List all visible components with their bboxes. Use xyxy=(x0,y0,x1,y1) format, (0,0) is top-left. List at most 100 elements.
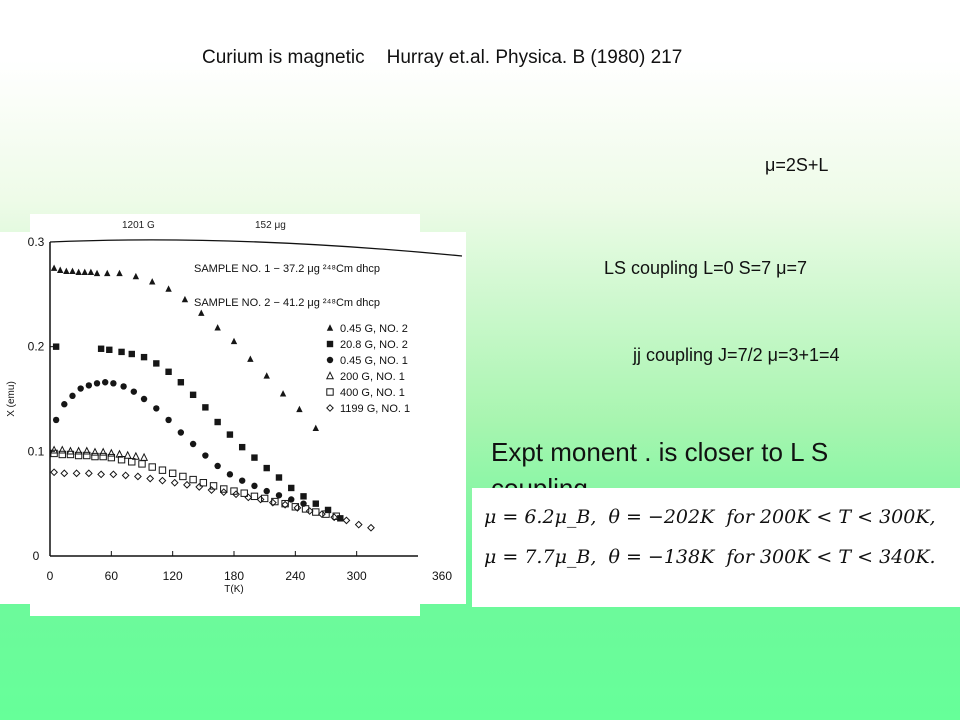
data-point xyxy=(165,368,172,375)
y-tick-label: 0.1 xyxy=(28,444,45,458)
title-left: Curium is magnetic xyxy=(202,47,365,68)
x-tick-label: 60 xyxy=(105,569,119,583)
data-point xyxy=(312,500,319,507)
data-point xyxy=(140,353,148,361)
legend-sample-2: SAMPLE NO. 2 − 41.2 μg ²⁴⁸Cm dhcp xyxy=(194,297,380,309)
slide-title: Curium is magnetic Hurray et.al. Physica.… xyxy=(202,47,682,69)
data-point xyxy=(183,480,191,489)
data-point xyxy=(128,350,135,358)
data-point xyxy=(123,450,132,459)
data-point xyxy=(99,447,108,456)
legend-entry: 20.8 G, NO. 2 xyxy=(340,339,408,351)
data-point xyxy=(72,469,81,478)
scan-paper xyxy=(0,232,466,604)
data-point xyxy=(305,507,314,515)
data-point xyxy=(82,446,91,455)
data-point xyxy=(57,266,64,273)
data-point xyxy=(58,450,66,459)
formula-range: for 200K < T < 300K, xyxy=(726,506,936,528)
data-point xyxy=(367,523,375,532)
data-point xyxy=(109,470,118,479)
data-point xyxy=(189,440,197,448)
data-point xyxy=(324,506,332,514)
data-point xyxy=(165,285,172,292)
data-point xyxy=(153,360,160,367)
data-point xyxy=(168,469,177,478)
data-point xyxy=(214,418,221,426)
data-point xyxy=(120,383,127,390)
legend-marker xyxy=(325,371,335,380)
data-point xyxy=(230,487,238,495)
series-4 xyxy=(50,445,149,461)
legend-marker xyxy=(326,404,334,412)
legend-marker xyxy=(326,324,334,331)
data-point xyxy=(177,379,185,386)
data-point xyxy=(181,295,189,303)
data-point xyxy=(110,380,117,387)
data-point xyxy=(296,405,303,413)
data-point xyxy=(60,469,69,478)
data-point xyxy=(84,469,93,478)
legend-entry: 0.45 G, NO. 2 xyxy=(340,323,408,335)
data-point xyxy=(149,278,156,285)
data-point xyxy=(251,454,258,461)
x-tick-label: 360 xyxy=(432,569,452,583)
data-point xyxy=(61,401,68,408)
data-point xyxy=(50,449,58,458)
data-point xyxy=(322,510,330,518)
data-point xyxy=(220,485,228,493)
data-point xyxy=(226,471,234,478)
data-point xyxy=(312,508,320,516)
data-point xyxy=(332,512,340,520)
data-point xyxy=(118,348,125,356)
data-point xyxy=(214,324,221,331)
data-point xyxy=(251,482,258,490)
data-point xyxy=(50,468,58,477)
chart-legend: SAMPLE NO. 1 − 37.2 μg ²⁴⁸Cm dhcp SAMPLE … xyxy=(194,263,410,415)
data-point xyxy=(52,416,60,424)
data-point xyxy=(250,492,259,501)
data-point xyxy=(102,379,109,386)
chart-marks xyxy=(50,264,375,532)
data-point xyxy=(128,458,136,466)
data-point xyxy=(69,392,76,400)
data-point xyxy=(75,268,82,276)
formula-range: for 300K < T < 340K. xyxy=(726,546,936,568)
data-point xyxy=(337,515,344,522)
formula-row-2: μ = 7.7μ_B, θ = −138K for 300K < T < 340… xyxy=(484,546,942,568)
data-point xyxy=(106,346,113,354)
data-point xyxy=(232,490,240,499)
data-point xyxy=(138,460,146,468)
data-point xyxy=(238,443,246,451)
data-point xyxy=(260,494,269,503)
data-point xyxy=(214,462,221,470)
data-point xyxy=(165,416,172,424)
data-point xyxy=(97,345,105,352)
y-tick-label: 0.3 xyxy=(28,235,45,249)
y-tick-label: 0 xyxy=(33,549,40,563)
data-point xyxy=(153,405,160,412)
jj-coupling-text: jj coupling J=7/2 μ=3+1=4 xyxy=(633,345,840,365)
data-point xyxy=(107,448,116,457)
legend-entry: 1199 G, NO. 1 xyxy=(340,403,410,415)
series-6 xyxy=(50,468,375,532)
data-point xyxy=(247,355,254,362)
data-point xyxy=(275,492,283,499)
data-point xyxy=(116,269,123,277)
data-point xyxy=(91,452,99,461)
legend-entry: 200 G, NO. 1 xyxy=(340,371,405,383)
top-border-line xyxy=(49,239,463,257)
x-tick-label: 120 xyxy=(163,569,183,583)
legend-marker xyxy=(326,340,334,348)
series-3 xyxy=(52,379,307,507)
data-point xyxy=(85,382,93,389)
data-point xyxy=(74,446,83,455)
x-axis-label: T(K) xyxy=(224,584,243,595)
data-point xyxy=(63,267,70,275)
y-axis-label: X (emu) xyxy=(6,381,17,417)
data-point xyxy=(146,474,155,483)
legend-entry: 400 G, NO. 1 xyxy=(340,387,405,399)
x-tick-label: 180 xyxy=(224,569,244,583)
data-point xyxy=(293,503,302,512)
data-point xyxy=(291,503,300,511)
